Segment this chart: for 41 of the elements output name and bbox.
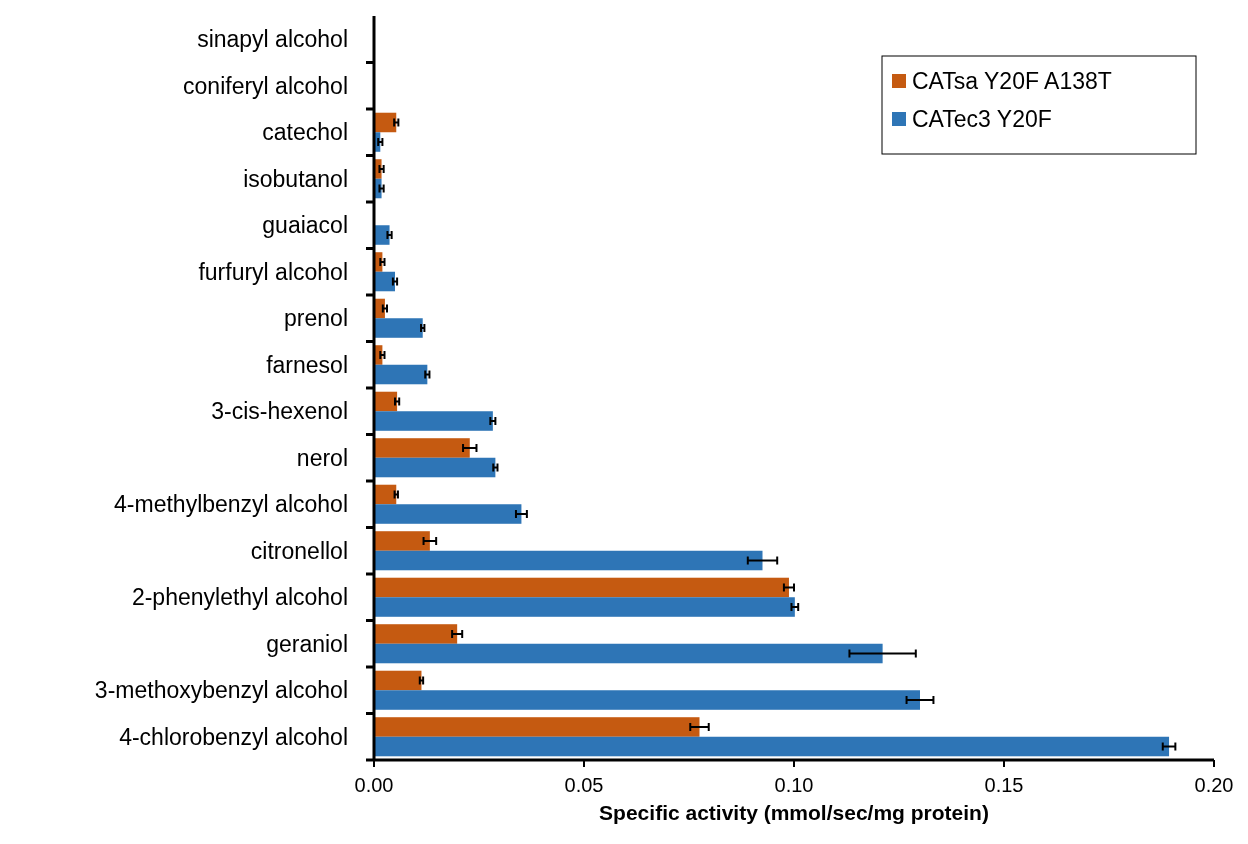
y-tick-label: 3-cis-hexenol xyxy=(211,398,348,425)
bar xyxy=(374,736,1170,757)
bar xyxy=(374,577,789,598)
bar xyxy=(374,643,883,664)
bar xyxy=(374,318,423,338)
y-tick-label: farnesol xyxy=(266,351,348,378)
x-axis-title: Specific activity (mmol/sec/mg protein) xyxy=(599,801,989,824)
bar xyxy=(374,364,428,385)
y-tick-label: 2-phenylethyl alcohol xyxy=(131,584,348,611)
y-tick-label: sinapyl alcohol xyxy=(197,26,348,53)
y-tick-label: 4-chlorobenzyl alcohol xyxy=(119,723,348,750)
y-tick-label: prenol xyxy=(284,305,348,332)
bar xyxy=(374,438,470,458)
x-tick-label: 0.05 xyxy=(564,774,604,796)
x-tick-label: 0.15 xyxy=(984,774,1024,796)
x-tick-label: 0.20 xyxy=(1194,774,1234,796)
bar xyxy=(374,597,795,617)
y-tick-label: isobutanol xyxy=(243,165,348,192)
y-tick-label: citronellol xyxy=(250,537,348,564)
y-tick-label: coniferyl alcohol xyxy=(183,72,348,99)
x-tick-label: 0.00 xyxy=(354,774,394,796)
bar xyxy=(374,531,430,551)
bar xyxy=(374,670,422,691)
bar xyxy=(374,411,493,431)
y-tick-label: furfuryl alcohol xyxy=(198,258,348,285)
bar xyxy=(374,550,763,571)
y-tick-label: nerol xyxy=(296,444,348,471)
legend-label: CATec3 Y20F xyxy=(912,106,1052,133)
y-tick-label: guaiacol xyxy=(262,212,348,239)
y-tick-label: 3-methoxybenzyl alcohol xyxy=(94,677,348,704)
legend-label: CATsa Y20F A138T xyxy=(912,68,1112,95)
bar xyxy=(374,504,522,524)
bar xyxy=(374,690,920,710)
y-tick-label: geraniol xyxy=(266,630,348,657)
y-tick-label: 4-methylbenzyl alcohol xyxy=(114,491,348,518)
y-tick-label: catechol xyxy=(262,119,348,146)
bar xyxy=(374,225,390,245)
x-tick-label: 0.10 xyxy=(774,774,814,796)
bar xyxy=(374,457,496,478)
bar xyxy=(374,717,700,737)
bar xyxy=(374,624,458,644)
